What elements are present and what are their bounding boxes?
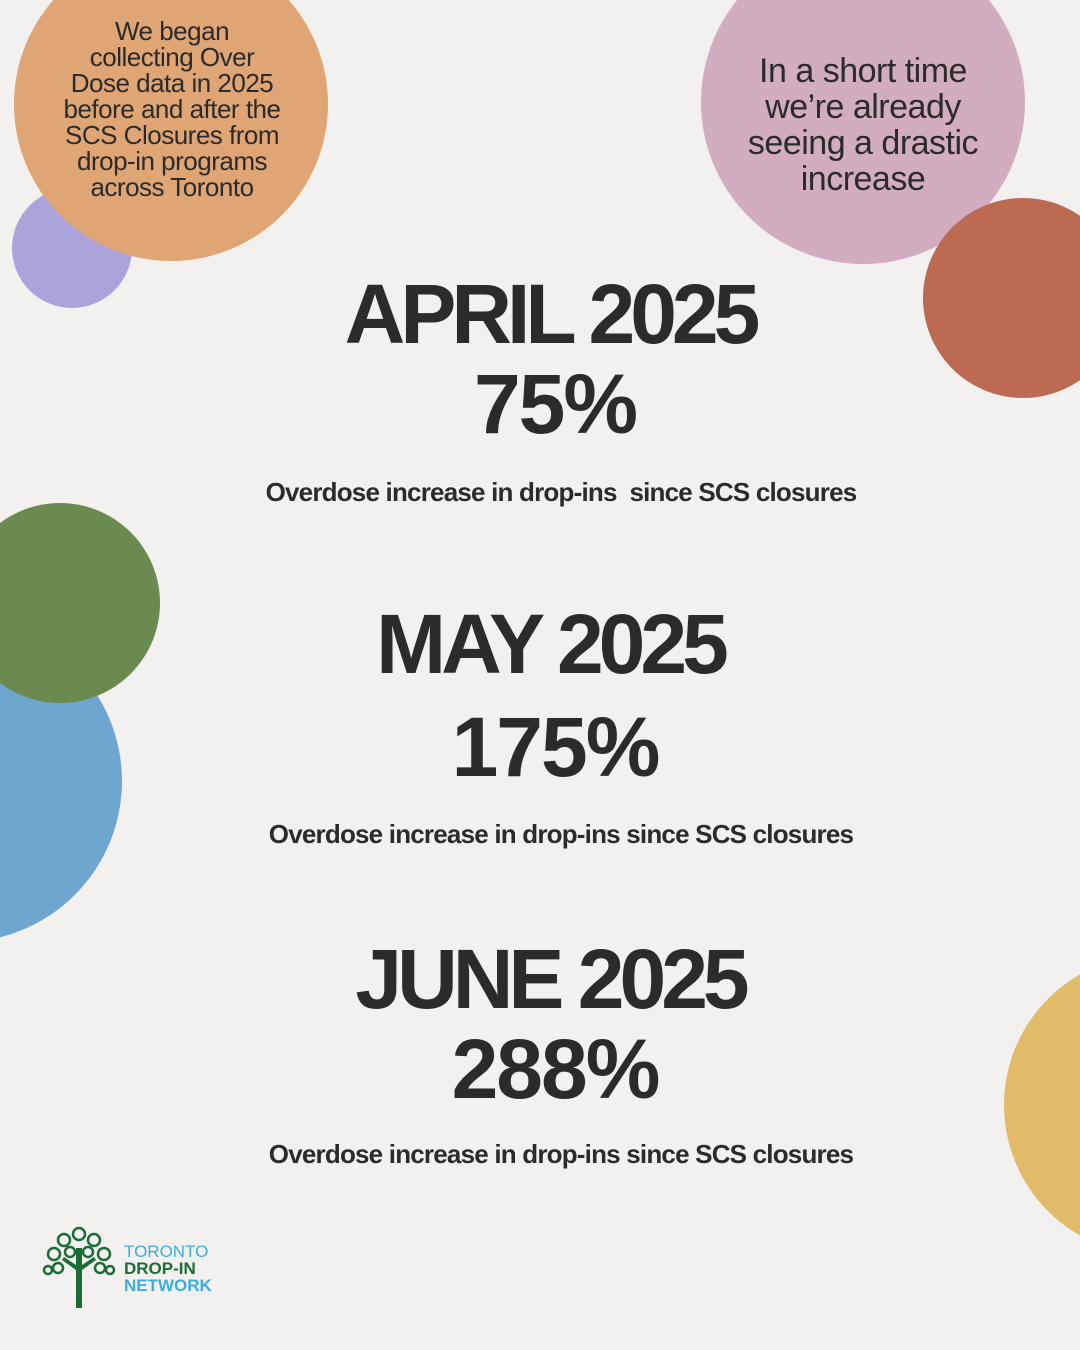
logo-text-network: NETWORK — [124, 1276, 212, 1295]
decor-circle-rust — [923, 198, 1080, 398]
stat-month: MAY 2025 — [376, 597, 729, 691]
stat-description: Overdose increase in drop-ins since SCS … — [265, 477, 858, 507]
decor-circle-yellow — [1004, 974, 1080, 1236]
tree-icon — [42, 1226, 116, 1308]
stat-percent: 75% — [473, 357, 638, 451]
decor-circle-blue — [0, 624, 122, 938]
summary-bubble-text: In a short time we’re already seeing a d… — [747, 52, 979, 198]
stat-description: Overdose increase in drop-ins since SCS … — [268, 819, 854, 849]
stat-month: JUNE 2025 — [355, 932, 749, 1026]
intro-bubble-text: We began collecting Over Dose data in 20… — [63, 16, 281, 202]
stat-description: Overdose increase in drop-ins since SCS … — [268, 1139, 854, 1169]
decor-circle-orange — [14, 0, 328, 261]
logo-text-drop-in: DROP-IN — [124, 1259, 196, 1278]
decor-circle-pink — [701, 0, 1025, 264]
decor-circle-green — [0, 503, 160, 703]
stat-percent: 175% — [451, 700, 661, 794]
logo-text-toronto: TORONTO — [124, 1242, 209, 1261]
stat-percent: 288% — [451, 1022, 661, 1116]
stat-month: APRIL 2025 — [344, 267, 761, 361]
